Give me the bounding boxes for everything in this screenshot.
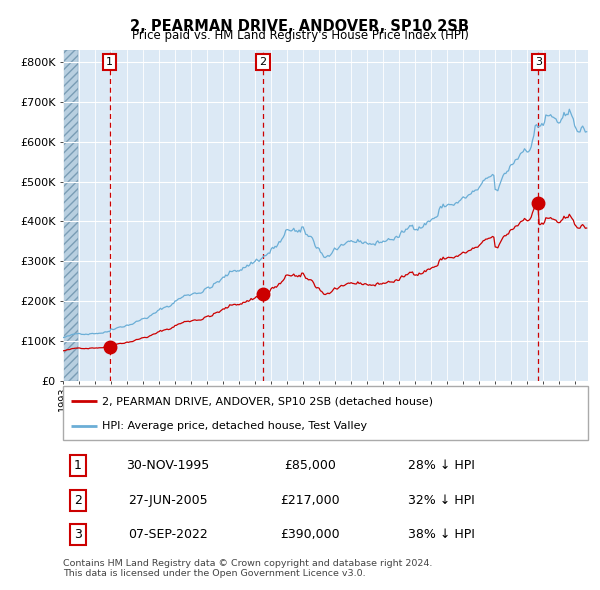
Text: 1: 1 (106, 57, 113, 67)
Text: 3: 3 (535, 57, 542, 67)
Text: 2: 2 (74, 493, 82, 507)
Text: 1: 1 (74, 458, 82, 471)
Text: 38% ↓ HPI: 38% ↓ HPI (407, 529, 475, 542)
Text: 28% ↓ HPI: 28% ↓ HPI (407, 458, 475, 471)
Text: 2, PEARMAN DRIVE, ANDOVER, SP10 2SB (detached house): 2, PEARMAN DRIVE, ANDOVER, SP10 2SB (det… (103, 396, 433, 407)
Text: HPI: Average price, detached house, Test Valley: HPI: Average price, detached house, Test… (103, 421, 367, 431)
Text: 2: 2 (259, 57, 266, 67)
Text: Price paid vs. HM Land Registry's House Price Index (HPI): Price paid vs. HM Land Registry's House … (131, 30, 469, 42)
Text: 3: 3 (74, 529, 82, 542)
Bar (63, 50, 78, 381)
Text: 27-JUN-2005: 27-JUN-2005 (128, 493, 208, 507)
Text: £390,000: £390,000 (280, 529, 340, 542)
Bar (63, 50, 78, 381)
Text: £85,000: £85,000 (284, 458, 335, 471)
Text: 2, PEARMAN DRIVE, ANDOVER, SP10 2SB: 2, PEARMAN DRIVE, ANDOVER, SP10 2SB (131, 19, 470, 34)
Text: This data is licensed under the Open Government Licence v3.0.: This data is licensed under the Open Gov… (63, 569, 365, 578)
Text: £217,000: £217,000 (280, 493, 340, 507)
Text: Contains HM Land Registry data © Crown copyright and database right 2024.: Contains HM Land Registry data © Crown c… (63, 559, 433, 568)
FancyBboxPatch shape (63, 386, 588, 440)
Text: 30-NOV-1995: 30-NOV-1995 (127, 458, 209, 471)
Text: 32% ↓ HPI: 32% ↓ HPI (407, 493, 475, 507)
Text: 07-SEP-2022: 07-SEP-2022 (128, 529, 208, 542)
